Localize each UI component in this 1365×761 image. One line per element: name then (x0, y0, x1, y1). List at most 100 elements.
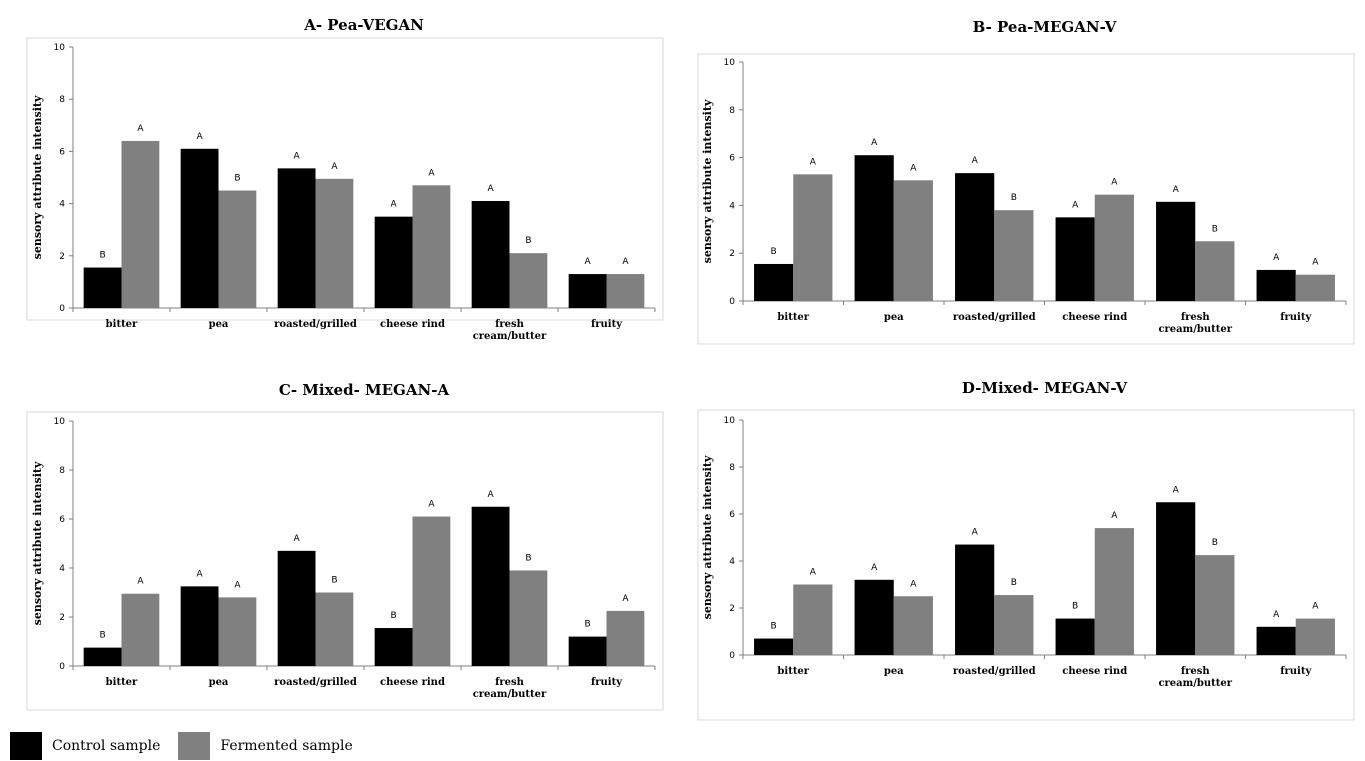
bar-control (568, 274, 607, 308)
chart-title: B- Pea-MEGAN-V (973, 18, 1117, 36)
y-tick-label: 8 (59, 466, 65, 476)
x-tick-label: pea (209, 319, 229, 330)
bar-control (955, 173, 995, 301)
significance-label: B (390, 611, 396, 621)
x-tick-label-line: bitter (106, 319, 138, 330)
significance-label: B (1011, 193, 1017, 203)
x-tick-label-line: cream/butter (1158, 324, 1232, 335)
significance-label: A (1312, 602, 1319, 612)
bar-fermented (1195, 241, 1235, 301)
significance-label: A (331, 162, 338, 172)
x-tick-label-line: cream/butter (473, 689, 547, 700)
bar-control (1256, 626, 1296, 655)
y-tick-label: 8 (59, 95, 65, 105)
bar-fermented (1295, 618, 1335, 655)
bar-control (180, 148, 219, 308)
x-tick-label: fresh cream/butter (1158, 666, 1232, 689)
x-tick-label-line: roasted/grilled (953, 666, 1036, 677)
significance-label: A (1111, 511, 1118, 521)
significance-label: A (428, 168, 435, 178)
y-tick-label: 4 (729, 201, 735, 211)
bar-fermented (793, 584, 833, 655)
x-tick-label-line: pea (209, 677, 229, 688)
chart-frame (26, 411, 664, 711)
x-tick-label-line: cheese rind (1062, 312, 1127, 323)
x-tick-label-line: pea (884, 666, 904, 677)
x-tick-label: bitter (106, 677, 138, 688)
x-tick-label-line: cheese rind (380, 319, 445, 330)
significance-label: A (910, 163, 917, 173)
bar-control (1256, 269, 1296, 301)
x-tick-label: bitter (777, 312, 809, 323)
bar-fermented (412, 516, 451, 666)
x-tick-label: cheese rind (1062, 666, 1127, 677)
x-tick-label-line: pea (209, 319, 229, 330)
y-tick-label: 4 (729, 557, 735, 567)
legend-item-fermented: Fermented sample (178, 732, 353, 760)
bar-fermented (121, 140, 160, 308)
bar-fermented (509, 570, 548, 666)
x-tick-label-line: fresh (1181, 312, 1211, 323)
significance-label: B (1212, 538, 1218, 548)
significance-label: A (293, 534, 300, 544)
x-tick-label: cheese rind (380, 677, 445, 688)
significance-label: B (1072, 602, 1078, 612)
significance-label: A (1273, 253, 1280, 263)
x-tick-label: roasted/grilled (274, 319, 357, 330)
legend-label-control: Control sample (52, 738, 161, 754)
significance-label: A (871, 563, 878, 573)
x-tick-label: roasted/grilled (953, 312, 1036, 323)
y-tick-label: 4 (59, 200, 65, 210)
chart-title: D-Mixed- MEGAN-V (962, 379, 1128, 397)
legend: Control sample Fermented sample (10, 732, 371, 760)
x-tick-label: fruity (591, 319, 623, 330)
significance-label: A (487, 490, 494, 500)
chart-title: A- Pea-VEGAN (303, 16, 424, 34)
legend-swatch-control (10, 732, 42, 760)
y-tick-label: 8 (729, 106, 735, 116)
bar-fermented (412, 185, 451, 308)
significance-label: A (1273, 610, 1280, 620)
significance-label: B (771, 622, 777, 632)
significance-label: A (487, 184, 494, 194)
x-tick-label: fruity (1280, 666, 1312, 677)
significance-label: A (871, 138, 878, 148)
y-tick-label: 4 (59, 564, 65, 574)
x-tick-label: pea (884, 666, 904, 677)
x-tick-label-line: cream/butter (1158, 678, 1232, 689)
x-tick-label: cheese rind (1062, 312, 1127, 323)
chart-panel-3: C- Mixed- MEGAN-A sensory attribute inten… (26, 381, 664, 711)
x-tick-label-line: bitter (777, 312, 809, 323)
x-tick-label-line: bitter (106, 677, 138, 688)
significance-label: B (331, 576, 337, 586)
significance-label: A (910, 579, 917, 589)
bar-control (568, 636, 607, 666)
bar-fermented (218, 190, 257, 308)
bar-control (471, 200, 510, 308)
x-tick-label-line: pea (884, 312, 904, 323)
significance-label: A (1173, 185, 1180, 195)
bar-fermented (1094, 528, 1134, 655)
x-tick-label: pea (209, 677, 229, 688)
y-tick-label: 2 (729, 604, 735, 614)
legend-item-control: Control sample (10, 732, 160, 760)
significance-label: B (525, 553, 531, 563)
x-tick-label: fresh cream/butter (473, 677, 547, 700)
x-tick-label-line: roasted/grilled (274, 319, 357, 330)
significance-label: A (1111, 178, 1118, 188)
bar-fermented (121, 593, 160, 666)
y-tick-label: 2 (59, 252, 65, 262)
legend-swatch-fermented (178, 732, 211, 760)
significance-label: B (99, 631, 105, 641)
bar-control (471, 506, 510, 666)
significance-label: B (771, 247, 777, 257)
bar-control (1055, 618, 1095, 655)
bar-fermented (606, 610, 645, 666)
bar-fermented (994, 210, 1034, 301)
y-tick-label: 2 (729, 249, 735, 259)
y-tick-label: 10 (54, 43, 66, 53)
significance-label: B (99, 251, 105, 261)
y-tick-label: 6 (729, 510, 735, 520)
x-tick-label-line: cream/butter (473, 331, 547, 342)
y-tick-label: 10 (54, 417, 66, 427)
